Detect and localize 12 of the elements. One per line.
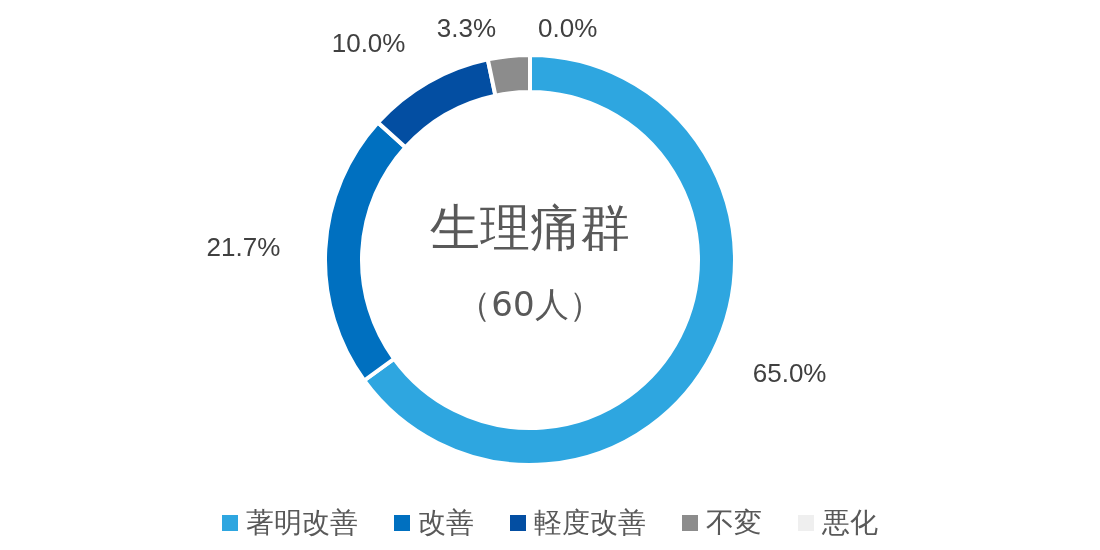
legend-label: 改善 — [418, 505, 474, 541]
text: 生理痛群 — [429, 198, 631, 259]
legend-label: 悪化 — [822, 505, 878, 541]
text: （60人） — [456, 283, 604, 326]
legend-label: 著明改善 — [246, 505, 358, 541]
text: 0.0% — [538, 13, 598, 43]
data-label: 65.0% — [752, 358, 827, 389]
legend-label: 軽度改善 — [534, 505, 646, 541]
legend-label: 不変 — [706, 505, 762, 541]
data-label: 10.0% — [331, 28, 406, 59]
data-label: 3.3% — [436, 13, 497, 43]
data-label: 21.7% — [206, 231, 281, 262]
